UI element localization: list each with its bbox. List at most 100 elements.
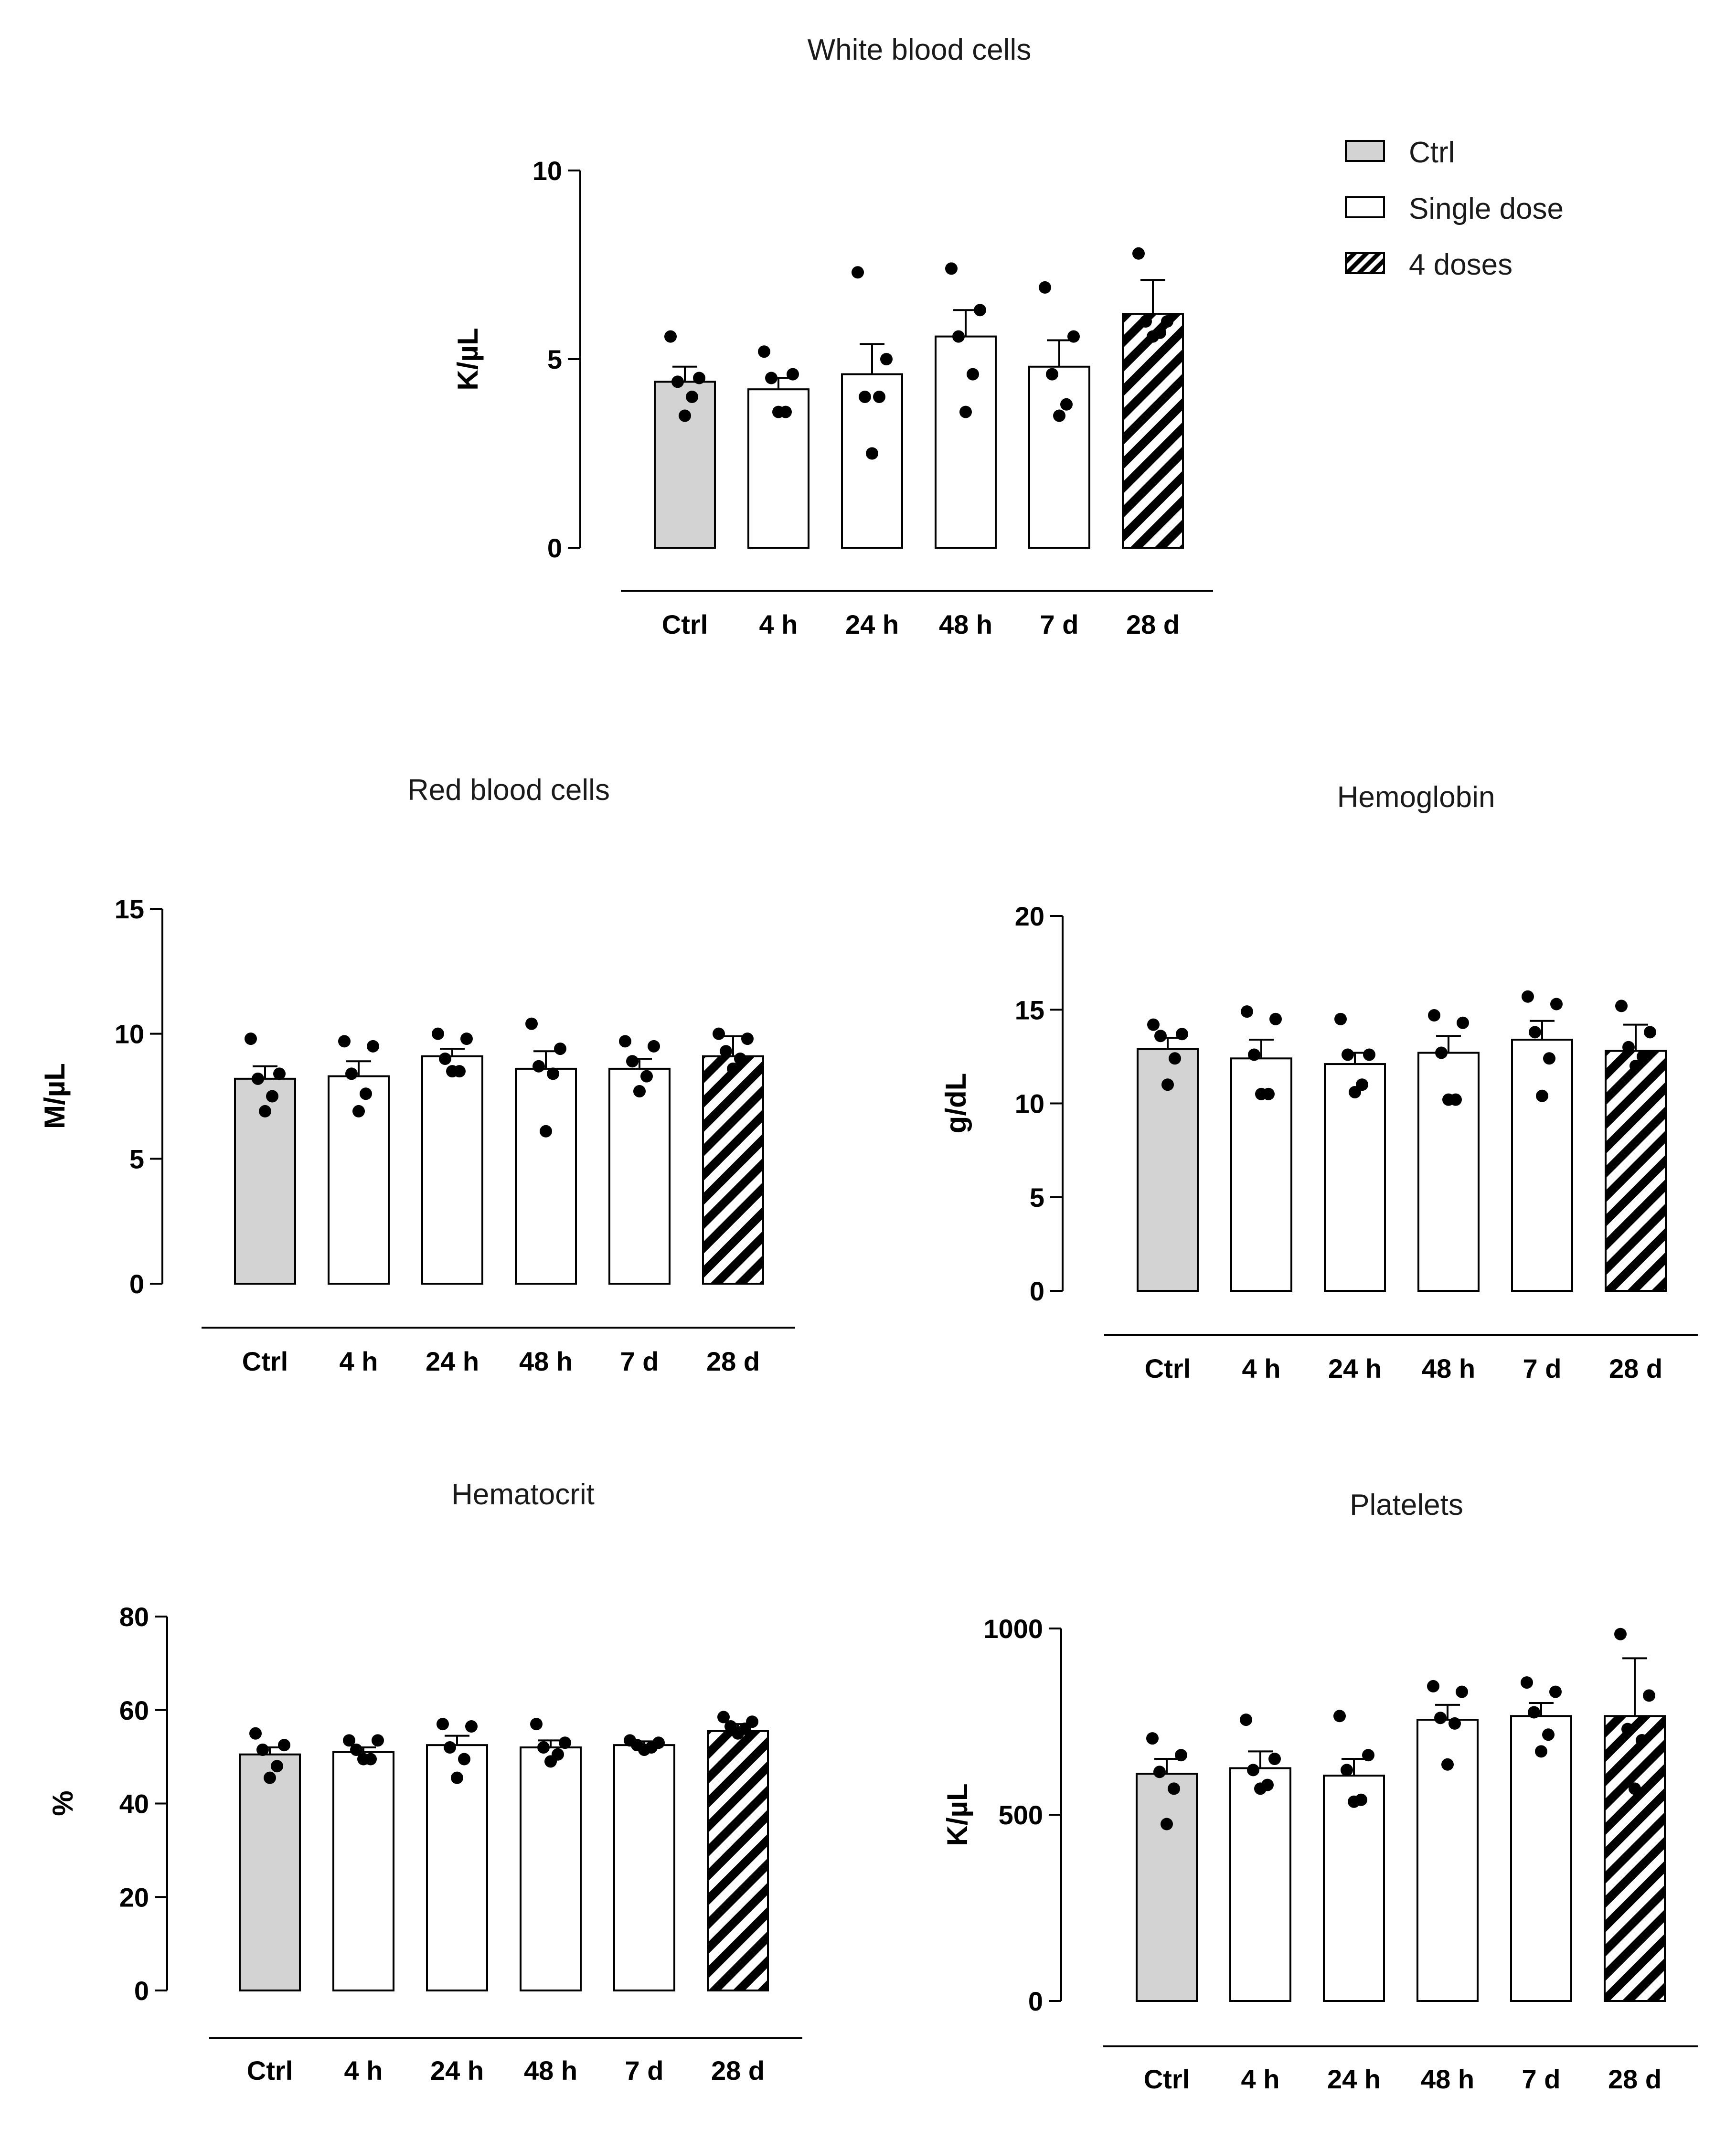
data-point: [1622, 1041, 1635, 1054]
bar: [332, 1751, 394, 1991]
data-point: [866, 447, 878, 460]
data-point: [1132, 247, 1145, 260]
y-tick-label: 80: [119, 1602, 149, 1632]
y-tick-label: 5: [1030, 1182, 1044, 1213]
data-point: [852, 266, 864, 279]
y-tick-label: 15: [115, 894, 144, 924]
chart-panel: Platelets K/µL 0 500 1000 Ctrl 4 h 24 h 48 h 7 d 2…: [941, 1489, 1698, 2094]
x-category-label: 7 d: [625, 2055, 664, 2086]
data-point: [540, 1125, 552, 1138]
x-category-label: 4 h: [1241, 2064, 1280, 2094]
y-tick-label: 5: [547, 344, 562, 374]
data-point: [638, 1743, 650, 1756]
bar: [1511, 1039, 1573, 1292]
data-point: [1362, 1749, 1374, 1762]
data-point: [1067, 330, 1080, 343]
y-tick-label: 500: [999, 1800, 1043, 1830]
x-category-label: Ctrl: [662, 609, 708, 639]
x-category-label: 4 h: [340, 1346, 378, 1376]
data-point: [1161, 1078, 1174, 1091]
data-point: [693, 372, 705, 384]
data-point: [271, 1760, 283, 1773]
data-point: [787, 368, 799, 381]
y-tick-label: 0: [129, 1269, 144, 1299]
data-point: [1146, 1732, 1159, 1745]
data-point: [343, 1734, 355, 1747]
bar: [421, 1055, 483, 1285]
data-point: [679, 409, 691, 422]
chart-title: Platelets: [1350, 1489, 1463, 1522]
legend-item-ctrl: Ctrl: [1345, 136, 1455, 169]
x-category-label: Ctrl: [247, 2055, 293, 2086]
data-point: [1621, 1723, 1634, 1735]
data-point: [252, 1072, 264, 1085]
data-point: [345, 1067, 358, 1080]
data-point: [1529, 1026, 1541, 1039]
data-point: [1348, 1795, 1360, 1808]
data-point: [727, 1062, 739, 1075]
x-category-label: 28 d: [706, 1346, 760, 1376]
data-point: [713, 1027, 725, 1040]
x-category-label: 24 h: [1327, 2064, 1381, 2094]
bar: [239, 1753, 301, 1991]
data-point: [264, 1771, 276, 1784]
data-point: [1615, 1000, 1628, 1012]
data-point: [458, 1753, 470, 1766]
data-point: [352, 1105, 365, 1117]
data-point: [1176, 1028, 1188, 1041]
data-point: [1442, 1093, 1455, 1106]
data-point: [1521, 1676, 1533, 1689]
data-point: [1629, 1782, 1641, 1795]
y-axis-label: g/dL: [940, 1073, 972, 1134]
data-point: [432, 1027, 444, 1040]
data-point: [664, 330, 677, 343]
bar: [654, 381, 716, 549]
bar: [1604, 1715, 1666, 2002]
data-point: [547, 1067, 559, 1080]
bar: [520, 1746, 582, 1992]
data-point: [266, 1090, 278, 1103]
chart-panel: White blood cells K/µL 0 5 10 Ctrl 4 h 24 h 48 h…: [452, 33, 1213, 639]
data-point: [1522, 990, 1534, 1003]
data-point: [1543, 1052, 1555, 1065]
data-point: [1147, 330, 1159, 343]
y-tick-label: 20: [1015, 901, 1044, 931]
bar: [1605, 1050, 1667, 1292]
data-point: [959, 405, 972, 418]
bar: [1122, 313, 1184, 549]
x-category-label: 24 h: [1328, 1353, 1382, 1383]
data-point: [1427, 1680, 1439, 1692]
bar: [1136, 1773, 1198, 2002]
data-point: [717, 1711, 730, 1724]
data-point: [1644, 1026, 1656, 1039]
data-point: [1637, 1050, 1649, 1063]
data-point: [1140, 315, 1152, 328]
x-category-label: 48 h: [1422, 1353, 1475, 1383]
data-point: [1240, 1713, 1252, 1726]
data-point: [1147, 1018, 1160, 1031]
data-point: [525, 1017, 538, 1030]
bar: [1229, 1767, 1291, 2002]
data-point: [451, 1771, 463, 1784]
data-point: [619, 1035, 631, 1048]
data-point: [544, 1755, 557, 1768]
data-point: [460, 1032, 473, 1045]
legend-item-4-doses: 4 doses: [1345, 248, 1512, 281]
data-point: [278, 1739, 290, 1752]
x-category-label: 48 h: [1421, 2064, 1474, 2094]
x-category-label: 48 h: [939, 609, 992, 639]
y-tick-label: 40: [119, 1789, 149, 1819]
data-point: [1448, 1717, 1461, 1730]
data-point: [1053, 409, 1065, 422]
y-tick-label: 20: [119, 1882, 149, 1912]
data-point: [1333, 1710, 1346, 1723]
data-point: [952, 330, 965, 343]
data-point: [732, 1727, 744, 1740]
bar: [1323, 1775, 1385, 2002]
bar: [1510, 1715, 1572, 2002]
x-category-label: 4 h: [344, 2055, 383, 2086]
data-point: [686, 391, 698, 403]
data-point: [537, 1741, 550, 1754]
chart-panel: Red blood cells M/µL 0 5 10 15 Ctrl 4 h 24 h 48 h…: [39, 774, 795, 1376]
y-axis-label: M/µL: [39, 1063, 71, 1129]
